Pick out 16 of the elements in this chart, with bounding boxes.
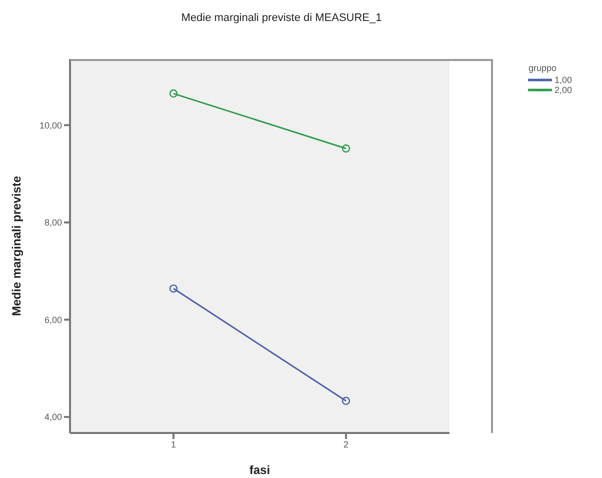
point <box>342 144 350 153</box>
chart-title: Medie marginali previste di MEASURE_1 <box>180 12 383 24</box>
legend-label: 1,00 <box>554 75 572 85</box>
x-tick-label: 1 <box>170 439 176 450</box>
x-axis-title: fasi <box>249 463 270 477</box>
point <box>342 396 350 405</box>
y-tick-label: 8,00 <box>44 218 62 228</box>
point <box>169 89 178 98</box>
x-tick-label: 2 <box>343 439 348 450</box>
legend-label: 2,00 <box>554 85 572 95</box>
y-axis-title: Medie marginali previste <box>9 176 24 316</box>
y-tick-label: 4,00 <box>44 412 62 422</box>
legend-title: gruppo <box>528 63 558 73</box>
point <box>169 284 178 293</box>
y-tick-label: 6,00 <box>44 314 62 325</box>
y-tick-label: 10,00 <box>39 120 62 130</box>
